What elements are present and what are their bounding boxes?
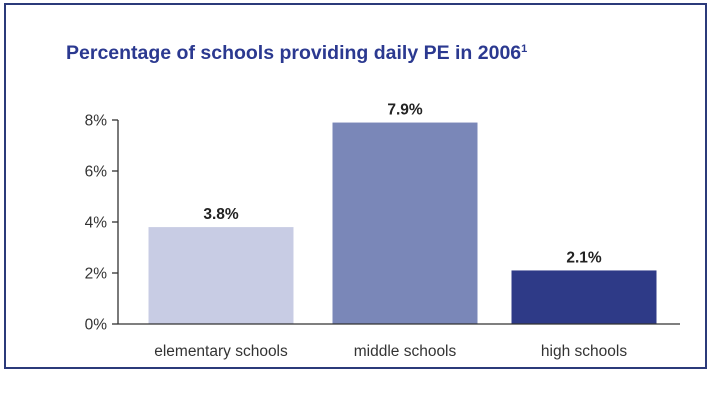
data-label-2: 2.1%	[566, 249, 602, 266]
y-tick-label-1: 2%	[85, 266, 108, 283]
data-label-0: 3.8%	[203, 206, 239, 223]
title-footnote-marker: 1	[521, 43, 528, 55]
y-tick-label-4: 8%	[85, 113, 108, 130]
y-tick-label-3: 6%	[85, 164, 108, 181]
bar-2	[511, 270, 657, 324]
data-label-1: 7.9%	[387, 102, 423, 119]
chart-title: Percentage of schools providing daily PE…	[66, 42, 527, 65]
y-tick-label-2: 4%	[85, 215, 108, 232]
x-category-label-1: middle schools	[354, 343, 457, 360]
x-category-label-0: elementary schools	[154, 343, 288, 360]
chart-title-text: Percentage of schools providing daily PE…	[66, 42, 522, 64]
x-category-label-2: high schools	[541, 343, 627, 360]
bar-0	[148, 227, 294, 324]
bar-1	[332, 122, 478, 324]
y-tick-label-0: 0%	[85, 317, 108, 334]
